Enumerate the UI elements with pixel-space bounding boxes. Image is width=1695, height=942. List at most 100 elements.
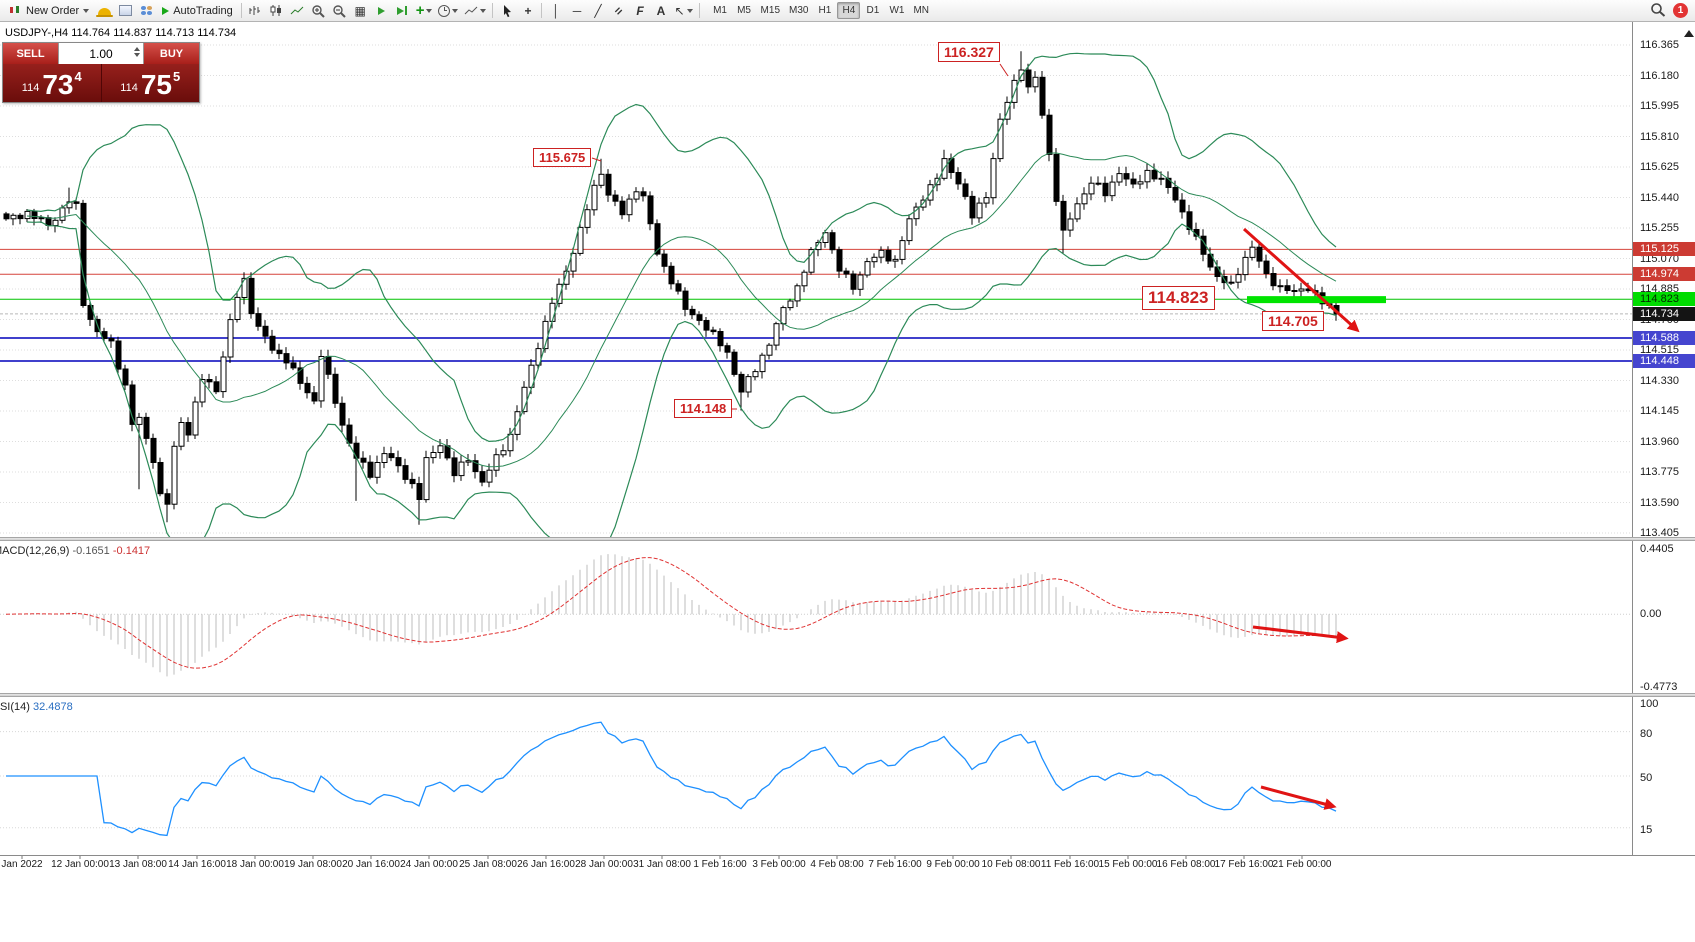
toolbar-separator bbox=[698, 3, 700, 18]
trendline-button[interactable]: ╱ bbox=[587, 1, 608, 20]
timeframe-mn[interactable]: MN bbox=[913, 5, 930, 16]
fibonacci-button[interactable]: F bbox=[629, 1, 650, 20]
search-button[interactable] bbox=[1650, 2, 1666, 20]
sell-price-sup: 4 bbox=[74, 69, 82, 84]
price-divider bbox=[100, 64, 102, 102]
candlestick-chart-button[interactable] bbox=[266, 1, 287, 20]
timeframe-buttons: M1 M5 M15 M30 H1 H4 D1 W1 MN bbox=[709, 2, 933, 19]
macd-main-value: -0.1651 bbox=[72, 545, 110, 557]
one-click-trading-panel: SELL 1.00 BUY 114 73 4 114 75 5 bbox=[2, 42, 200, 103]
cursor-button[interactable] bbox=[496, 1, 517, 20]
macd-panel bbox=[0, 554, 1632, 677]
trend-arrow-object[interactable] bbox=[1243, 227, 1360, 333]
rsi-value: 32.4878 bbox=[32, 701, 73, 713]
caret-down-icon bbox=[480, 8, 487, 13]
line-chart-button[interactable] bbox=[287, 1, 308, 20]
tile-windows-button[interactable]: ▦ bbox=[350, 1, 371, 20]
search-icon bbox=[1651, 2, 1666, 17]
horizontal-line-icon: ─ bbox=[572, 3, 582, 18]
cursor-icon bbox=[503, 4, 511, 17]
volume-value: 1.00 bbox=[89, 46, 113, 61]
caret-down-icon bbox=[452, 8, 459, 13]
timeframe-h4[interactable]: H4 bbox=[837, 2, 861, 19]
timeframe-m1[interactable]: M1 bbox=[713, 5, 727, 16]
horizontal-line-button[interactable]: ─ bbox=[566, 1, 587, 20]
chart-shift-button[interactable] bbox=[392, 1, 413, 20]
clock-icon bbox=[438, 4, 451, 17]
sell-button[interactable]: SELL bbox=[3, 43, 58, 64]
macd-window-splitter[interactable] bbox=[0, 537, 1695, 541]
timeframe-h1[interactable]: H1 bbox=[818, 5, 832, 16]
trendline-icon: ╱ bbox=[594, 3, 602, 18]
buy-price-display[interactable]: 114 75 5 bbox=[102, 64, 200, 102]
channel-icon: = bbox=[611, 3, 627, 18]
buy-button[interactable]: BUY bbox=[144, 43, 199, 64]
volume-input[interactable]: 1.00 bbox=[58, 43, 144, 64]
volume-up-icon[interactable] bbox=[134, 47, 140, 51]
trend-arrow-object[interactable] bbox=[1260, 785, 1337, 810]
rsi-panel bbox=[0, 721, 1632, 837]
crosshair-button[interactable]: + bbox=[517, 1, 538, 20]
tile-windows-icon: ▦ bbox=[354, 3, 366, 18]
annotation-leader bbox=[591, 157, 602, 162]
macd-name: MACD(12,26,9) bbox=[0, 545, 70, 557]
timeframe-d1[interactable]: D1 bbox=[866, 5, 880, 16]
trend-arrow-object[interactable] bbox=[1252, 625, 1349, 644]
toolbar: New Order AutoTrading ▦ + + │ ─ ╱ = F A … bbox=[0, 0, 1695, 22]
price-axis[interactable] bbox=[1632, 22, 1695, 855]
line-chart-icon bbox=[290, 6, 304, 15]
toolbar-separator bbox=[541, 3, 543, 18]
toolbar-separator bbox=[492, 3, 494, 18]
text-tool-button[interactable]: A bbox=[650, 1, 671, 20]
zoom-in-icon bbox=[312, 4, 325, 18]
vertical-line-button[interactable]: │ bbox=[545, 1, 566, 20]
crosshair-icon: + bbox=[524, 3, 532, 18]
chart-scroll-marker-icon[interactable] bbox=[1684, 30, 1694, 37]
rsi-line bbox=[6, 721, 1337, 837]
channel-button[interactable]: = bbox=[608, 1, 629, 20]
buy-price-prefix: 114 bbox=[120, 82, 138, 94]
play-icon bbox=[162, 6, 170, 15]
buy-price-sup: 5 bbox=[172, 69, 181, 84]
notification-badge[interactable]: 1 bbox=[1673, 3, 1688, 18]
macd-signal-line bbox=[5, 557, 1337, 669]
macd-signal-value: -0.1417 bbox=[112, 545, 151, 557]
strategy-tester-icon bbox=[119, 5, 133, 16]
indicators-button[interactable]: + bbox=[413, 1, 436, 20]
strategy-tester-button[interactable] bbox=[115, 1, 136, 20]
new-order-label: New Order bbox=[26, 4, 80, 17]
auto-scroll-button[interactable] bbox=[371, 1, 392, 20]
fibonacci-icon: F bbox=[636, 3, 644, 18]
caret-down-icon bbox=[426, 8, 433, 13]
zoom-in-button[interactable] bbox=[308, 1, 329, 20]
rsi-name: RSI(14) bbox=[0, 701, 30, 713]
zoom-out-icon bbox=[333, 4, 346, 18]
caret-down-icon bbox=[83, 8, 90, 13]
autotrading-button[interactable]: AutoTrading bbox=[157, 1, 238, 20]
new-order-button[interactable]: New Order bbox=[3, 1, 94, 20]
metaeditor-button[interactable] bbox=[94, 1, 115, 20]
timeframe-w1[interactable]: W1 bbox=[889, 5, 905, 16]
arrows-tool-button[interactable]: ↖ bbox=[671, 1, 695, 20]
bollinger-upper bbox=[26, 52, 1337, 443]
chart-shift-bar bbox=[405, 6, 408, 15]
templates-button[interactable] bbox=[461, 1, 489, 20]
timeframe-m30[interactable]: M30 bbox=[789, 5, 809, 16]
zoom-out-button[interactable] bbox=[329, 1, 350, 20]
new-order-icon bbox=[10, 6, 19, 13]
timeframe-m5[interactable]: M5 bbox=[737, 5, 751, 16]
timeframe-m15[interactable]: M15 bbox=[760, 5, 780, 16]
profiles-button[interactable] bbox=[136, 1, 157, 20]
time-axis[interactable] bbox=[0, 855, 1695, 877]
sell-price-display[interactable]: 114 73 4 bbox=[3, 64, 101, 102]
annotation-leader bbox=[999, 63, 1009, 77]
sell-price-prefix: 114 bbox=[21, 82, 40, 94]
volume-down-icon[interactable] bbox=[134, 53, 140, 57]
caret-down-icon bbox=[686, 8, 693, 13]
rsi-window-splitter[interactable] bbox=[0, 693, 1695, 697]
macd-label: MACD(12,26,9) -0.1651 -0.1417 bbox=[0, 545, 150, 557]
bar-chart-button[interactable] bbox=[245, 1, 266, 20]
periods-button[interactable] bbox=[435, 1, 461, 20]
